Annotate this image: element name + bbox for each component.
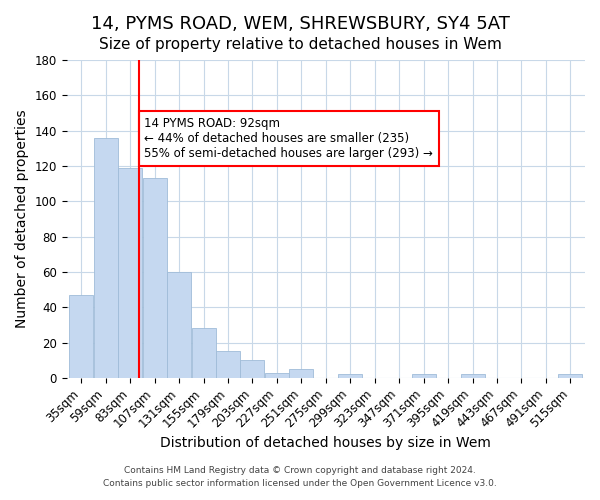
Text: 14, PYMS ROAD, WEM, SHREWSBURY, SY4 5AT: 14, PYMS ROAD, WEM, SHREWSBURY, SY4 5AT xyxy=(91,15,509,33)
Bar xyxy=(143,178,167,378)
Bar xyxy=(265,372,289,378)
Bar xyxy=(412,374,436,378)
Text: Contains HM Land Registry data © Crown copyright and database right 2024.
Contai: Contains HM Land Registry data © Crown c… xyxy=(103,466,497,487)
Bar xyxy=(167,272,191,378)
Bar xyxy=(241,360,265,378)
Text: Size of property relative to detached houses in Wem: Size of property relative to detached ho… xyxy=(98,38,502,52)
Bar xyxy=(94,138,118,378)
X-axis label: Distribution of detached houses by size in Wem: Distribution of detached houses by size … xyxy=(160,436,491,450)
Bar xyxy=(289,369,313,378)
Y-axis label: Number of detached properties: Number of detached properties xyxy=(15,110,29,328)
Text: 14 PYMS ROAD: 92sqm
← 44% of detached houses are smaller (235)
55% of semi-detac: 14 PYMS ROAD: 92sqm ← 44% of detached ho… xyxy=(145,117,433,160)
Bar xyxy=(118,168,142,378)
Bar xyxy=(191,328,215,378)
Bar xyxy=(461,374,485,378)
Bar xyxy=(559,374,583,378)
Bar xyxy=(70,295,94,378)
Bar xyxy=(216,352,240,378)
Bar xyxy=(338,374,362,378)
